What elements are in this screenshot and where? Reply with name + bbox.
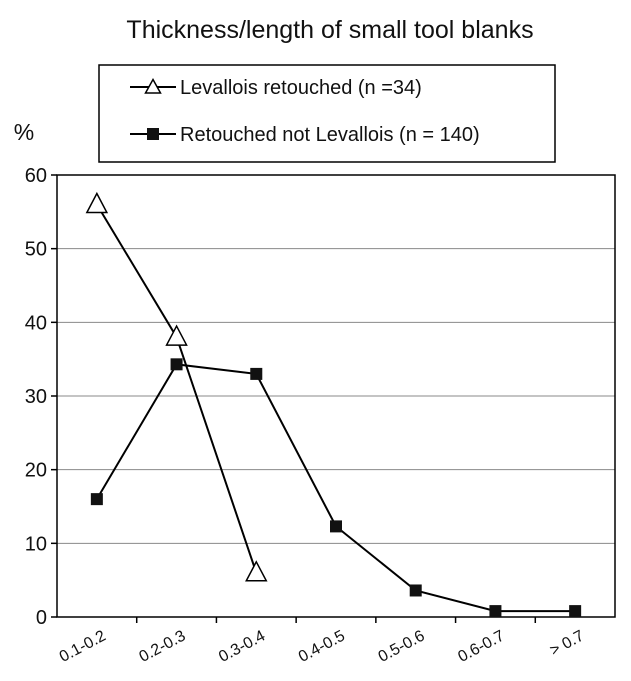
series-line-1 — [95, 363, 576, 613]
y-tick-label-0: 0 — [36, 607, 47, 629]
legend-marker-not-levallois — [147, 128, 159, 140]
x-axis-ticks: 0.1-0.2 0.2-0.3 0.3-0.4 0.4-0.5 0.5-0.6 0.6-0… — [57, 617, 587, 666]
gridlines — [57, 248, 615, 544]
plot-frame — [56, 174, 616, 618]
x-tick-label-6: > 0.7 — [547, 627, 587, 659]
legend-label-not-levallois: Retouched not Levallois (n = 140) — [180, 124, 480, 146]
series-0-point-1 — [165, 324, 188, 346]
series-1-point-3 — [330, 520, 342, 533]
y-tick-label-50: 50 — [25, 239, 47, 261]
series-0-point-2 — [245, 560, 268, 582]
series-1-point-5 — [489, 605, 502, 618]
y-axis-label: % — [14, 119, 34, 145]
y-tick-label-40: 40 — [25, 312, 47, 334]
y-tick-label-60: 60 — [25, 165, 47, 187]
x-tick-label-1: 0.2-0.3 — [136, 627, 188, 665]
legend-marker-levallois — [144, 77, 162, 94]
y-axis-ticks: 0 10 20 30 40 50 60 — [25, 165, 57, 629]
series-layer — [85, 191, 582, 618]
series-1-point-0 — [90, 493, 103, 506]
x-tick-label-0: 0.1-0.2 — [57, 627, 109, 665]
series-1-point-2 — [250, 367, 263, 380]
y-tick-label-20: 20 — [25, 460, 47, 482]
chart-title: Thickness/length of small tool blanks — [126, 16, 533, 44]
series-line-0 — [96, 203, 258, 574]
series-0-point-0 — [85, 191, 109, 214]
x-tick-label-5: 0.6-0.7 — [455, 627, 507, 665]
x-tick-label-2: 0.3-0.4 — [216, 627, 268, 665]
series-1-point-4 — [409, 584, 422, 597]
y-tick-label-10: 10 — [25, 533, 47, 555]
y-tick-label-30: 30 — [25, 386, 47, 408]
legend-label-levallois: Levallois retouched (n =34) — [180, 77, 422, 99]
legend: Levallois retouched (n =34) Retouched no… — [98, 64, 556, 163]
x-tick-label-4: 0.5-0.6 — [376, 627, 428, 665]
series-1-point-1 — [170, 358, 183, 371]
series-1-point-6 — [569, 605, 582, 618]
x-tick-label-3: 0.4-0.5 — [296, 627, 348, 665]
legend-box — [98, 64, 556, 163]
